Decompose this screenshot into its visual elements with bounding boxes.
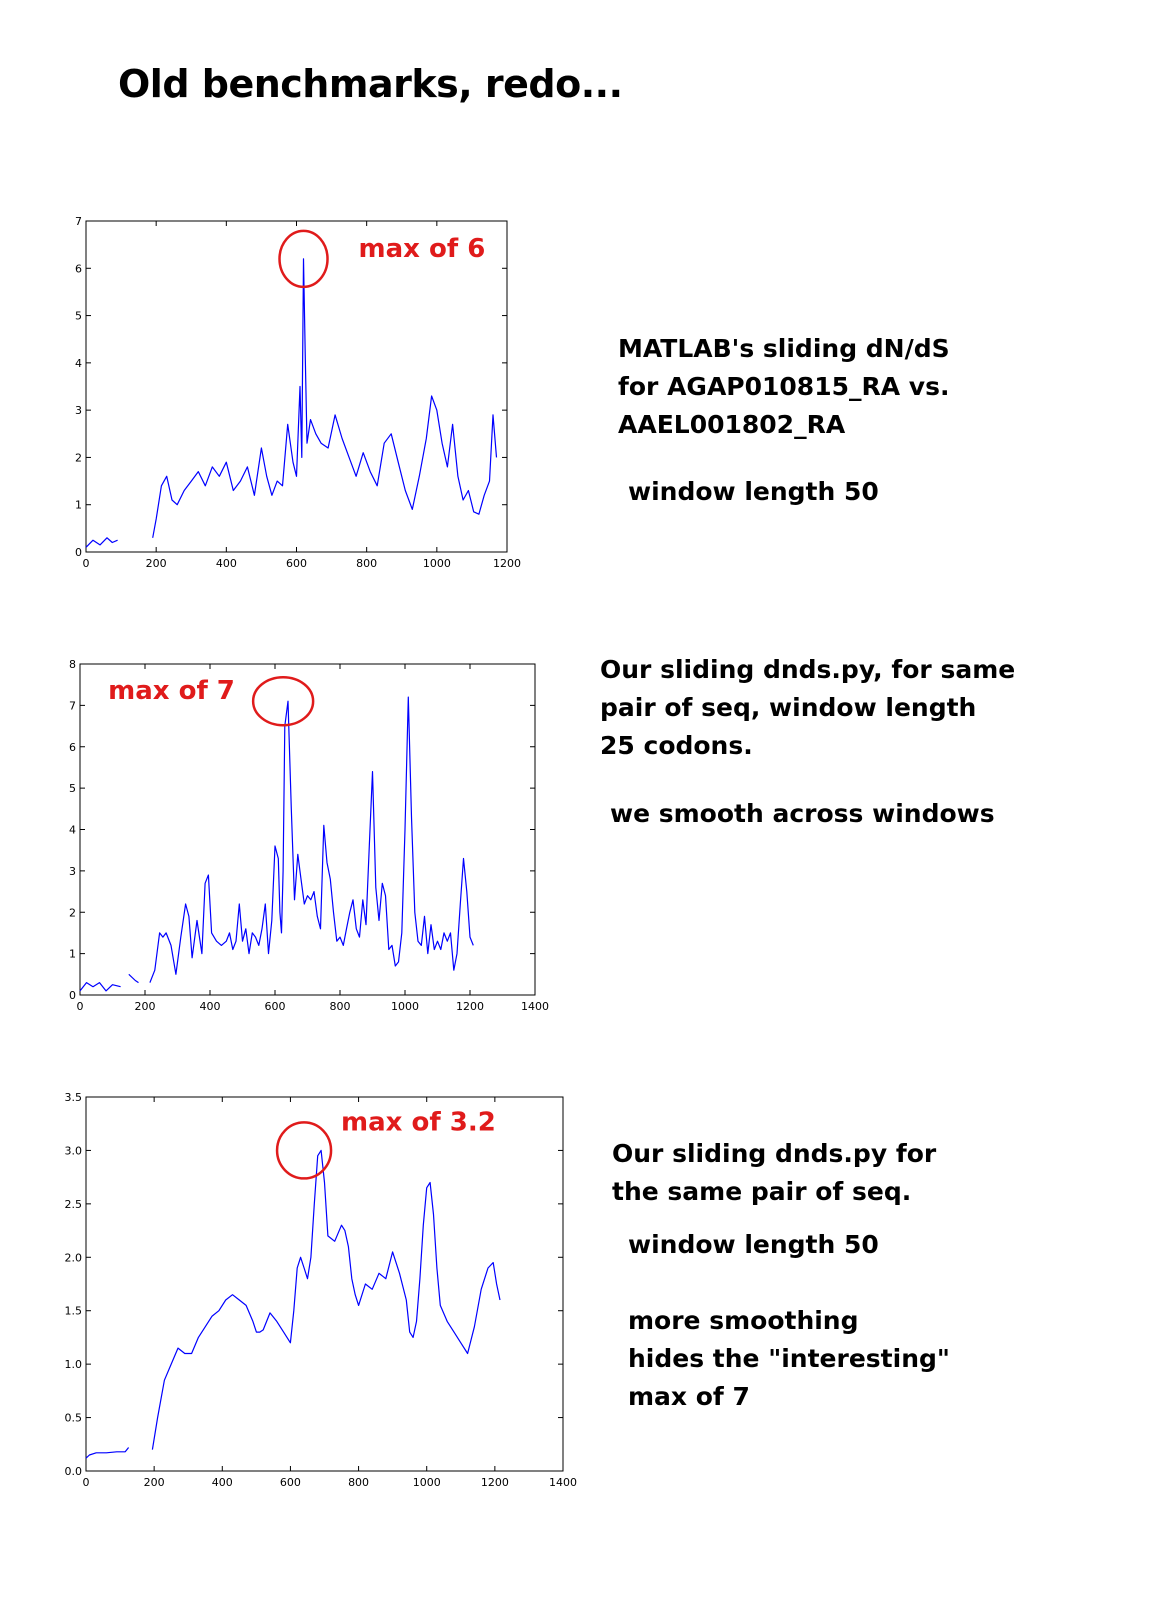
peak-annotation-label: max of 3.2 [341,1107,496,1137]
x-tick-label: 1200 [493,557,521,570]
note-dnds50-smoothing: more smoothing hides the "interesting" m… [628,1302,950,1416]
y-tick-label: 2 [69,906,76,919]
y-tick-label: 4 [75,357,82,370]
note-line: 25 codons. [600,731,753,760]
y-axis: 0 1 2 3 4 5 6 7 8 [69,658,535,1002]
y-tick-label: 1.0 [65,1358,83,1371]
note-dnds50-description: Our sliding dnds.py for the same pair of… [612,1135,936,1211]
x-tick-label: 200 [146,557,167,570]
x-axis: 0 200 400 600 800 1000 1200 1400 [77,664,549,1013]
note-line: pair of seq, window length [600,693,977,722]
series-line-1 [128,973,139,984]
note-matlab-window: window length 50 [628,473,879,511]
y-tick-label: 5 [69,782,76,795]
peak-highlight-circle [275,1121,333,1180]
note-dnds50-window: window length 50 [628,1226,879,1264]
note-line: max of 7 [628,1382,750,1411]
chart-matlab-dnds: 0 200 400 600 800 1000 1200 0 1 2 3 4 5 6 7 max of 6 [75,215,521,570]
series-line-0 [85,1447,130,1459]
x-axis: 0 200 400 600 800 1000 1200 1400 [83,1097,577,1489]
note-line: Our sliding dnds.py for [612,1139,937,1168]
x-tick-label: 600 [280,1476,301,1489]
y-tick-label: 2 [75,451,82,464]
peak-highlight-circle [251,675,315,727]
note-line: for AGAP010815_RA vs. [618,372,950,401]
y-tick-label: 2.5 [65,1198,83,1211]
plot-frame [85,1096,564,1472]
y-tick-label: 0.5 [65,1412,83,1425]
y-axis: 0 1 2 3 4 5 6 7 [75,215,507,559]
x-tick-label: 1200 [456,1000,484,1013]
x-tick-label: 800 [330,1000,351,1013]
peak-highlight-circle [278,229,329,289]
x-tick-label: 800 [348,1476,369,1489]
note-line: window length 50 [628,477,879,506]
note-line: Our sliding dnds.py, for same [600,655,1016,684]
y-tick-label: 5 [75,310,82,323]
y-tick-label: 3 [75,404,82,417]
note-line: AAEL001802_RA [618,410,846,439]
x-tick-label: 1000 [391,1000,419,1013]
note-line: MATLAB's sliding dN/dS [618,334,950,363]
x-axis: 0 200 400 600 800 1000 1200 [83,221,521,570]
y-tick-label: 0 [75,546,82,559]
note-line: we smooth across windows [610,799,995,828]
x-tick-label: 1000 [423,557,451,570]
y-tick-label: 3.5 [65,1091,83,1104]
series-line-0 [79,981,121,992]
x-tick-label: 0 [77,1000,84,1013]
x-tick-label: 1400 [521,1000,549,1013]
page-title: Old benchmarks, redo... [118,62,623,106]
y-tick-label: 3 [69,865,76,878]
x-tick-label: 600 [286,557,307,570]
x-tick-label: 0 [83,557,90,570]
note-matlab-description: MATLAB's sliding dN/dS for AGAP010815_RA… [618,330,950,444]
y-tick-label: 3.0 [65,1144,83,1157]
peak-annotation-label: max of 7 [108,676,235,706]
note-line: window length 50 [628,1230,879,1259]
x-tick-label: 600 [265,1000,286,1013]
y-tick-label: 4 [69,824,76,837]
peak-annotation-label: max of 6 [359,234,486,264]
y-tick-label: 2.0 [65,1251,83,1264]
note-line: the same pair of seq. [612,1177,912,1206]
x-tick-label: 400 [216,557,237,570]
x-tick-label: 0 [83,1476,90,1489]
note-line: more smoothing [628,1306,859,1335]
series-line-2 [149,696,474,983]
x-tick-label: 400 [200,1000,221,1013]
y-tick-label: 6 [75,262,82,275]
x-tick-label: 800 [356,557,377,570]
series-line-0 [85,537,118,548]
y-tick-label: 1 [69,948,76,961]
x-tick-label: 1400 [549,1476,577,1489]
note-line: hides the "interesting" [628,1344,950,1373]
y-tick-label: 7 [69,699,76,712]
y-tick-label: 6 [69,741,76,754]
x-tick-label: 1200 [481,1476,509,1489]
y-tick-label: 1.5 [65,1305,83,1318]
y-tick-label: 8 [69,658,76,671]
y-tick-label: 0 [69,989,76,1002]
x-tick-label: 200 [135,1000,156,1013]
note-dnds25-description: Our sliding dnds.py, for same pair of se… [600,651,1015,765]
y-tick-label: 0.0 [65,1465,83,1478]
chart-dnds-window25: 0 200 400 600 800 1000 1200 1400 0 1 2 3 4 5 6 7 8 max of… [69,658,549,1013]
x-tick-label: 1000 [413,1476,441,1489]
y-tick-label: 7 [75,215,82,228]
note-dnds25-smoothing: we smooth across windows [610,795,995,833]
x-tick-label: 200 [144,1476,165,1489]
y-axis: 0.0 0.5 1.0 1.5 2.0 2.5 3.0 3.5 [65,1091,563,1478]
series-line-1 [152,258,498,538]
y-tick-label: 1 [75,499,82,512]
x-tick-label: 400 [212,1476,233,1489]
series-line-1 [151,1149,501,1450]
